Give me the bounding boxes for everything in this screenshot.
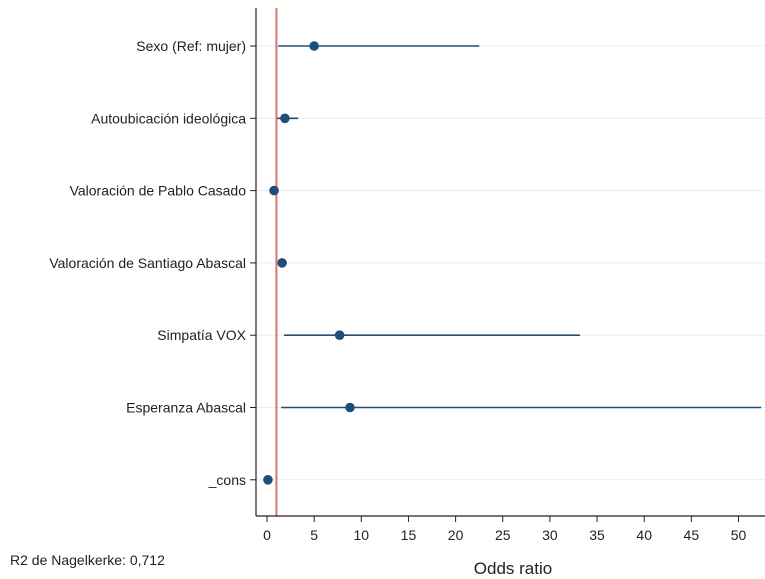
category-label: Autoubicación ideológica <box>91 110 246 126</box>
x-tick-label: 10 <box>354 527 370 543</box>
point-estimate <box>280 113 290 124</box>
nagelkerke-note: R2 de Nagelkerke: 0,712 <box>10 552 165 568</box>
x-tick-label: 5 <box>310 527 318 543</box>
x-tick-label: 30 <box>542 527 558 543</box>
category-label: Valoración de Pablo Casado <box>70 183 247 199</box>
category-label: Esperanza Abascal <box>126 400 246 416</box>
x-tick-label: 35 <box>589 527 605 543</box>
point-estimate <box>345 402 355 413</box>
category-labels: Sexo (Ref: mujer) Autoubicación ideológic… <box>49 38 246 488</box>
x-tick-label: 15 <box>401 527 417 543</box>
category-label: _cons <box>208 472 246 488</box>
x-tick-label: 0 <box>263 527 271 543</box>
point-estimate <box>334 330 345 341</box>
x-tick-label: 20 <box>448 527 464 543</box>
category-label: Sexo (Ref: mujer) <box>136 38 246 54</box>
gridlines <box>256 45 765 481</box>
point-estimate <box>263 475 273 485</box>
x-axis-title: Odds ratio <box>474 559 552 578</box>
category-label: Valoración de Santiago Abascal <box>49 255 246 271</box>
point-estimate <box>277 258 287 268</box>
plot-frame <box>250 8 765 517</box>
x-tick-label: 45 <box>684 527 700 543</box>
point-estimate <box>269 185 279 196</box>
x-tick-label: 25 <box>495 527 511 543</box>
x-tick-label: 50 <box>731 527 747 543</box>
category-label: Simpatía VOX <box>157 327 246 343</box>
x-axis-ticks: 0 5 10 15 20 25 30 35 40 45 50 <box>263 516 746 543</box>
point-estimate <box>309 41 319 51</box>
point-estimates <box>263 41 355 485</box>
x-tick-label: 40 <box>636 527 652 543</box>
